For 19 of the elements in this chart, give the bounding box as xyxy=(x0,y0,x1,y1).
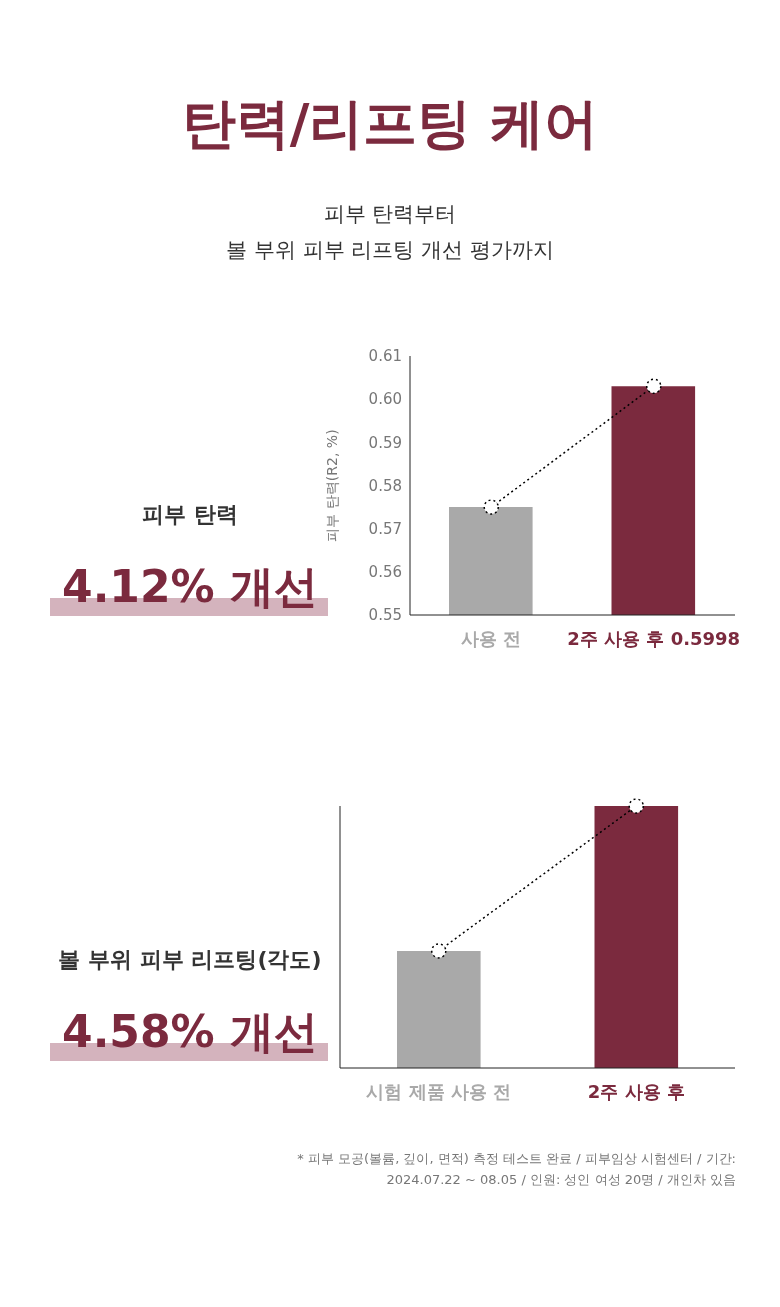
text: 볼 부위 피부 리프팅(각도) xyxy=(57,946,323,974)
y-tick-label: 0.58 xyxy=(368,476,402,495)
y-tick-label: 0.55 xyxy=(368,606,402,625)
y-tick-label: 0.60 xyxy=(368,390,402,409)
x-tick-label: 시험 제품 사용 전 xyxy=(366,1081,512,1102)
y-axis-title: 피부 탄력(R2, %) xyxy=(324,429,340,542)
text: 피부 탄력 xyxy=(142,502,238,527)
x-tick-label: 사용 전 xyxy=(461,628,522,649)
chart-subtitle: 피부 탄력부터 볼 부위 피부 리프팅 개선 평가까지 xyxy=(225,201,555,264)
y-tick-label: 0.61 xyxy=(368,347,402,366)
text: 4.58% 개선 xyxy=(62,1006,318,1057)
x-tick-label: 2주 사용 후 xyxy=(587,1081,685,1102)
chart-title: 탄력/리프팅 케어 xyxy=(180,91,600,157)
text: * 피부 모공(볼륨, 깊이, 면적) 측정 테스트 완료 / 피부임상 시험센터 / 기간: 2024.07.22 ~ 08.05 / 인원: 성인 여성 20명 / 개인차 있음 xyxy=(296,1150,736,1189)
y-tick-label: 0.56 xyxy=(368,563,402,582)
y-tick-label: 0.57 xyxy=(368,519,402,538)
y-tick-label: 0.59 xyxy=(368,433,402,452)
x-tick-label: 2주 사용 후 0.5998 xyxy=(567,628,741,649)
text: 4.12% 개선 xyxy=(62,561,318,612)
